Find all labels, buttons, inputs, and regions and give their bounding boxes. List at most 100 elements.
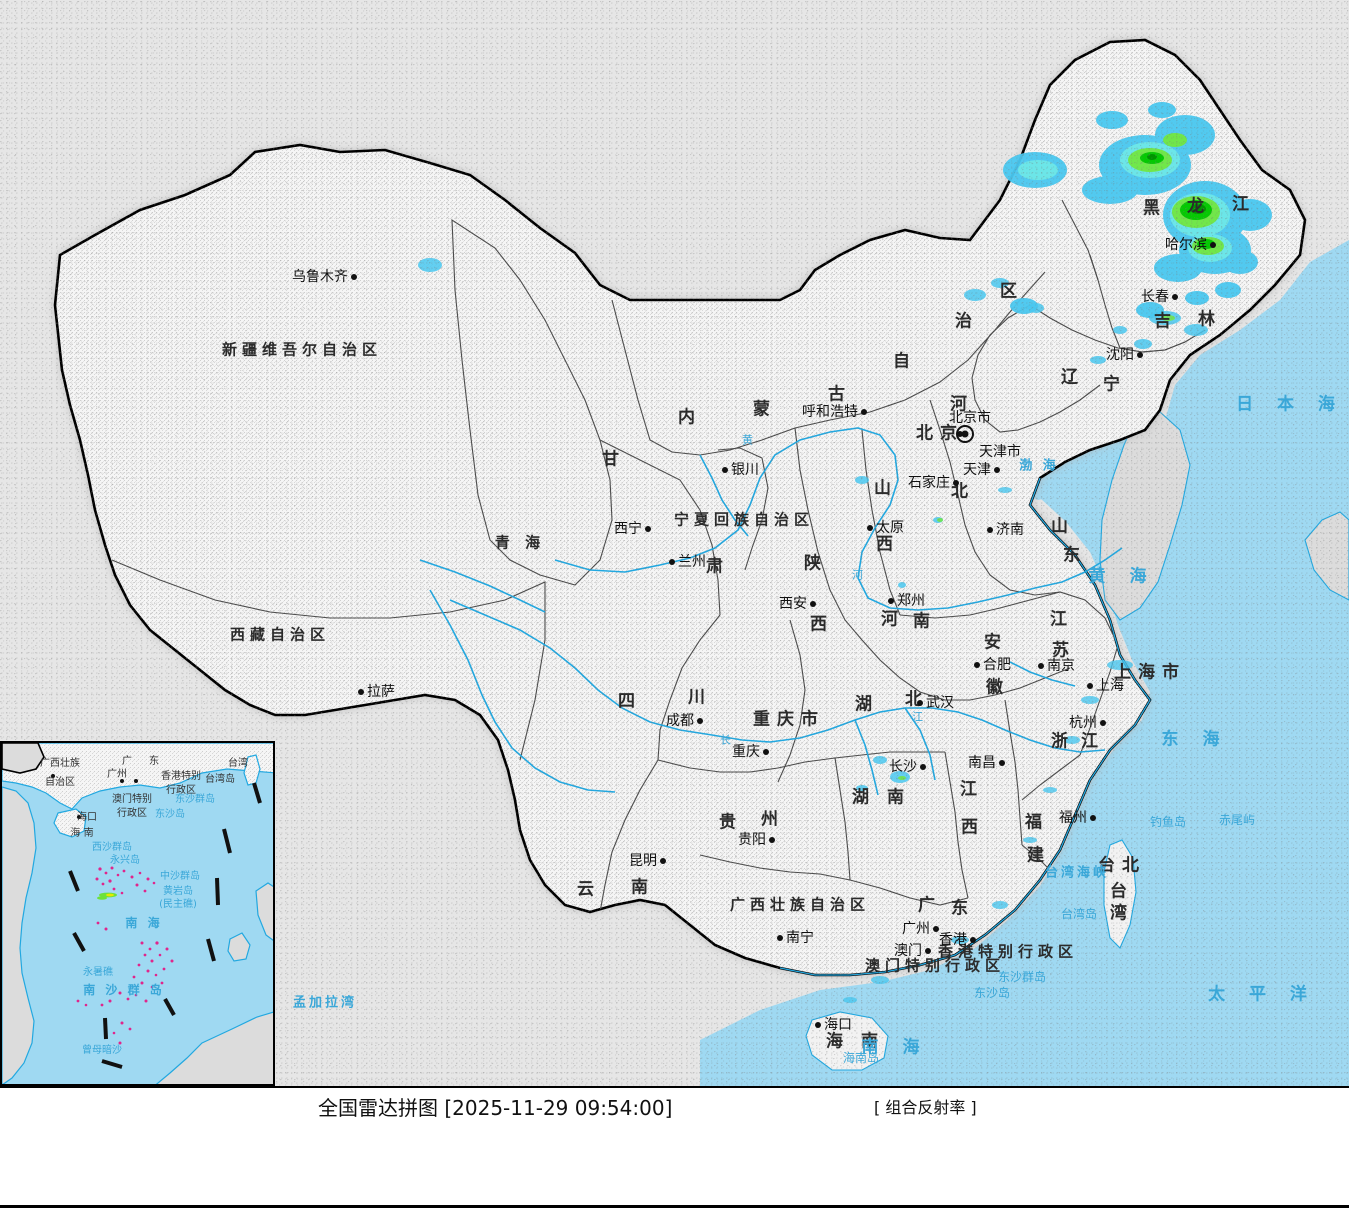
city-marker-30 [815, 1022, 821, 1028]
city-marker-5 [861, 409, 867, 415]
city-label-0: 乌鲁木齐 [292, 269, 348, 285]
city-label-8: 石家庄 [908, 475, 950, 491]
city-label-35: 天津市 [979, 444, 1021, 460]
island-label-5: 海南岛 [842, 1051, 880, 1065]
city-marker-21 [1090, 815, 1096, 821]
city-label-9: 太原 [876, 520, 904, 536]
inset-label-17: 永兴岛 [110, 855, 140, 866]
inset-label-14: 海口 [77, 812, 97, 823]
city-label-30: 海口 [824, 1017, 852, 1033]
inset-label-5: 广州 [107, 769, 127, 780]
city-marker-2 [645, 526, 651, 532]
province-label-5: 古 [828, 384, 852, 405]
river-label-3: 江 [912, 710, 924, 724]
city-label-20: 南昌 [968, 755, 996, 771]
province-label-12: 陕 [804, 553, 828, 574]
city-label-28: 香港 [939, 932, 967, 948]
city-label-11: 西安 [779, 596, 807, 612]
inset-label-4: 东 [149, 756, 159, 767]
city-label-12: 郑州 [897, 593, 925, 609]
province-label-24: 江 [1050, 609, 1074, 630]
province-label-59: 澳门特别行政区 [864, 956, 1006, 975]
province-label-9: 甘 [602, 449, 626, 470]
river-label-1: 河 [852, 568, 864, 582]
province-label-32: 浙 [1051, 731, 1075, 752]
city-label-17: 杭州 [1069, 715, 1097, 731]
island-label-4: 东沙岛 [973, 986, 1011, 1000]
province-label-40: 州 [761, 809, 785, 830]
inset-label-8: 澳门特别 [112, 794, 152, 805]
province-label-45: 东 [951, 898, 975, 919]
south-china-sea-inset[interactable]: 广西壮族 自治区广东广州 香港特别 行政区 澳门特别 行政区 台湾 台湾岛 东沙群岛 东沙岛 海口海… [0, 741, 275, 1086]
city-marker-27 [933, 926, 939, 932]
city-marker-19 [920, 764, 926, 770]
inset-label-12: 东沙群岛 [175, 794, 215, 805]
city-label-6: 北京 [916, 423, 964, 444]
city-label-10: 济南 [996, 522, 1024, 538]
city-label-21: 福州 [1059, 810, 1087, 826]
city-marker-7 [994, 467, 1000, 473]
sea-label-4: 南 海 [861, 1037, 929, 1058]
city-label-32: 长春 [1141, 289, 1169, 305]
province-label-39: 贵 [719, 812, 743, 833]
sea-label-0: 日 本 海 [1236, 394, 1344, 415]
province-label-1: 西藏自治区 [229, 625, 331, 644]
sea-label-3: 太 平 洋 [1208, 984, 1316, 1005]
province-label-47: 南 [861, 1031, 885, 1052]
province-label-13: 西 [810, 614, 834, 635]
province-label-29: 南 [887, 787, 911, 808]
province-label-11: 宁夏回族自治区 [673, 510, 815, 529]
city-label-7: 天津 [963, 462, 991, 478]
province-label-56: 台 [1110, 881, 1134, 902]
province-label-22: 安 [984, 632, 1008, 653]
inset-label-22: 永暑礁 [83, 967, 113, 978]
radar-map-panel[interactable]: 新疆维吾尔自治区 西藏自治区青 海内蒙古自治区甘肃宁夏回族自治区陕西山西河北山东河… [0, 0, 1349, 1086]
province-label-19: 东 [1063, 545, 1087, 566]
province-label-43: 广西壮族自治区 [729, 895, 871, 914]
province-label-31: 西 [961, 817, 985, 838]
inset-label-23: 南 沙 群 岛 [83, 983, 165, 997]
city-label-2: 西宁 [614, 521, 642, 537]
city-marker-8 [953, 480, 959, 486]
city-marker-11 [810, 601, 816, 607]
inset-label-10: 台湾 [228, 758, 248, 769]
rivers [419, 427, 1123, 796]
inset-map-graphic [2, 743, 273, 1084]
city-marker-3 [669, 559, 675, 565]
province-label-55: 台北 [1098, 855, 1146, 876]
sea-label-1: 黄 海 [1088, 566, 1156, 587]
city-label-4: 银川 [731, 462, 759, 478]
city-label-19: 长沙 [889, 759, 917, 775]
coastline [779, 477, 1151, 976]
city-label-1: 拉萨 [367, 684, 395, 700]
inset-label-21: 南 海 [125, 916, 163, 930]
inset-label-16: 西沙群岛 [92, 842, 132, 853]
inset-label-24: 曾母暗沙 [82, 1045, 122, 1056]
inset-label-11: 台湾岛 [205, 774, 235, 785]
province-label-6: 自 [893, 351, 917, 372]
province-label-4: 蒙 [753, 399, 777, 420]
city-marker-9 [867, 525, 873, 531]
province-label-0: 新疆维吾尔自治区 [221, 340, 383, 359]
province-label-16: 河 [950, 394, 974, 415]
province-label-30: 江 [960, 779, 984, 800]
province-label-54: 江 [1232, 194, 1256, 215]
city-label-34: 北京市 [949, 410, 991, 426]
inset-label-3: 广 [122, 756, 132, 767]
city-marker-14 [1038, 663, 1044, 669]
city-label-31: 沈阳 [1106, 347, 1134, 363]
island-label-1: 赤尾屿 [1218, 813, 1256, 827]
page-title: 全国雷达拼图 [2025-11-29 09:54:00] [318, 1096, 673, 1120]
city-marker-24 [769, 837, 775, 843]
sea-label-6: 孟加拉湾 [292, 995, 358, 1011]
province-label-17: 北 [951, 481, 975, 502]
province-label-53: 龙 [1187, 196, 1211, 217]
city-label-33: 哈尔滨 [1165, 237, 1207, 253]
radar-echo-scattered-green [898, 315, 1175, 780]
province-label-46: 海 [826, 1031, 850, 1052]
river-label-2: 长 [720, 733, 732, 747]
province-label-58: 香港特别行政区 [937, 942, 1079, 961]
province-label-20: 河 [881, 609, 905, 630]
province-label-57: 湾 [1110, 903, 1134, 924]
province-label-23: 徽 [986, 677, 1010, 698]
